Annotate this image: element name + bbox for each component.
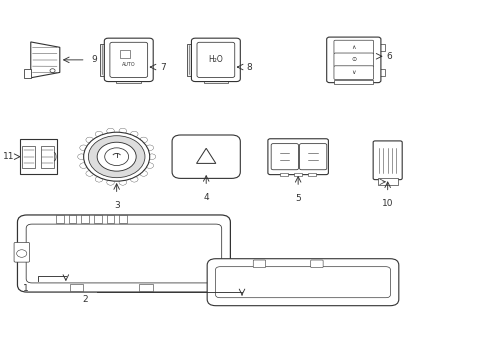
- FancyBboxPatch shape: [192, 38, 240, 82]
- FancyBboxPatch shape: [110, 42, 147, 77]
- Circle shape: [95, 131, 103, 137]
- Circle shape: [17, 250, 27, 257]
- Circle shape: [84, 132, 150, 181]
- Bar: [94, 215, 101, 223]
- Circle shape: [95, 176, 103, 182]
- FancyBboxPatch shape: [26, 224, 221, 283]
- Bar: [335, 81, 373, 84]
- FancyBboxPatch shape: [334, 66, 374, 80]
- Circle shape: [130, 131, 138, 137]
- Text: 7: 7: [160, 63, 166, 72]
- Text: 1: 1: [23, 284, 28, 293]
- FancyBboxPatch shape: [104, 38, 153, 82]
- Bar: [280, 173, 288, 176]
- FancyBboxPatch shape: [327, 37, 381, 83]
- Circle shape: [107, 180, 114, 185]
- FancyBboxPatch shape: [373, 141, 402, 180]
- Circle shape: [148, 154, 156, 159]
- Text: 11: 11: [2, 152, 14, 161]
- Circle shape: [80, 163, 87, 168]
- Bar: [378, 69, 385, 76]
- FancyBboxPatch shape: [187, 44, 196, 76]
- Bar: [41, 145, 54, 168]
- Circle shape: [88, 136, 145, 178]
- Text: 9: 9: [92, 55, 97, 64]
- Circle shape: [77, 154, 85, 159]
- Text: ∧: ∧: [351, 45, 356, 50]
- Bar: [120, 50, 130, 58]
- Circle shape: [50, 69, 55, 72]
- Polygon shape: [24, 69, 31, 78]
- Circle shape: [146, 145, 153, 150]
- FancyBboxPatch shape: [20, 139, 57, 175]
- Text: 2: 2: [82, 295, 88, 304]
- Circle shape: [107, 128, 114, 134]
- Bar: [117, 79, 141, 83]
- FancyBboxPatch shape: [299, 144, 327, 170]
- FancyBboxPatch shape: [216, 267, 391, 298]
- FancyBboxPatch shape: [197, 42, 235, 77]
- Text: 3: 3: [114, 201, 120, 210]
- FancyBboxPatch shape: [311, 260, 323, 267]
- Text: 8: 8: [247, 63, 253, 72]
- Bar: [378, 178, 398, 185]
- FancyBboxPatch shape: [207, 259, 399, 306]
- Bar: [124, 39, 133, 41]
- Bar: [70, 284, 83, 291]
- Text: 10: 10: [382, 199, 393, 208]
- FancyBboxPatch shape: [18, 215, 230, 292]
- FancyBboxPatch shape: [253, 260, 266, 267]
- Circle shape: [105, 148, 128, 166]
- Text: H₂O: H₂O: [209, 55, 223, 64]
- Circle shape: [86, 171, 94, 176]
- Text: 5: 5: [295, 194, 301, 203]
- Bar: [212, 39, 220, 41]
- Text: ⊙: ⊙: [351, 57, 356, 62]
- Circle shape: [140, 171, 147, 176]
- Bar: [119, 215, 127, 223]
- Circle shape: [140, 137, 147, 143]
- Text: 4: 4: [203, 193, 209, 202]
- Circle shape: [86, 137, 94, 143]
- Circle shape: [119, 180, 126, 185]
- Bar: [81, 215, 89, 223]
- FancyBboxPatch shape: [100, 44, 109, 76]
- Text: 6: 6: [386, 52, 392, 61]
- Circle shape: [119, 128, 126, 134]
- Bar: [308, 173, 316, 176]
- Bar: [203, 79, 228, 83]
- FancyBboxPatch shape: [173, 147, 182, 167]
- Bar: [69, 215, 76, 223]
- Polygon shape: [196, 148, 216, 163]
- Text: AUTO: AUTO: [122, 62, 136, 67]
- FancyBboxPatch shape: [172, 135, 240, 179]
- FancyBboxPatch shape: [268, 139, 328, 175]
- Bar: [56, 215, 64, 223]
- Circle shape: [146, 163, 153, 168]
- Bar: [140, 284, 153, 291]
- FancyBboxPatch shape: [271, 144, 298, 170]
- FancyBboxPatch shape: [334, 40, 374, 54]
- Text: ∨: ∨: [351, 70, 356, 75]
- Circle shape: [80, 145, 87, 150]
- Bar: [106, 215, 114, 223]
- Bar: [22, 145, 35, 168]
- Bar: [378, 44, 385, 51]
- Circle shape: [130, 176, 138, 182]
- Bar: [294, 173, 302, 176]
- FancyBboxPatch shape: [14, 242, 29, 262]
- Circle shape: [97, 142, 136, 171]
- Polygon shape: [31, 42, 60, 78]
- FancyBboxPatch shape: [334, 53, 374, 67]
